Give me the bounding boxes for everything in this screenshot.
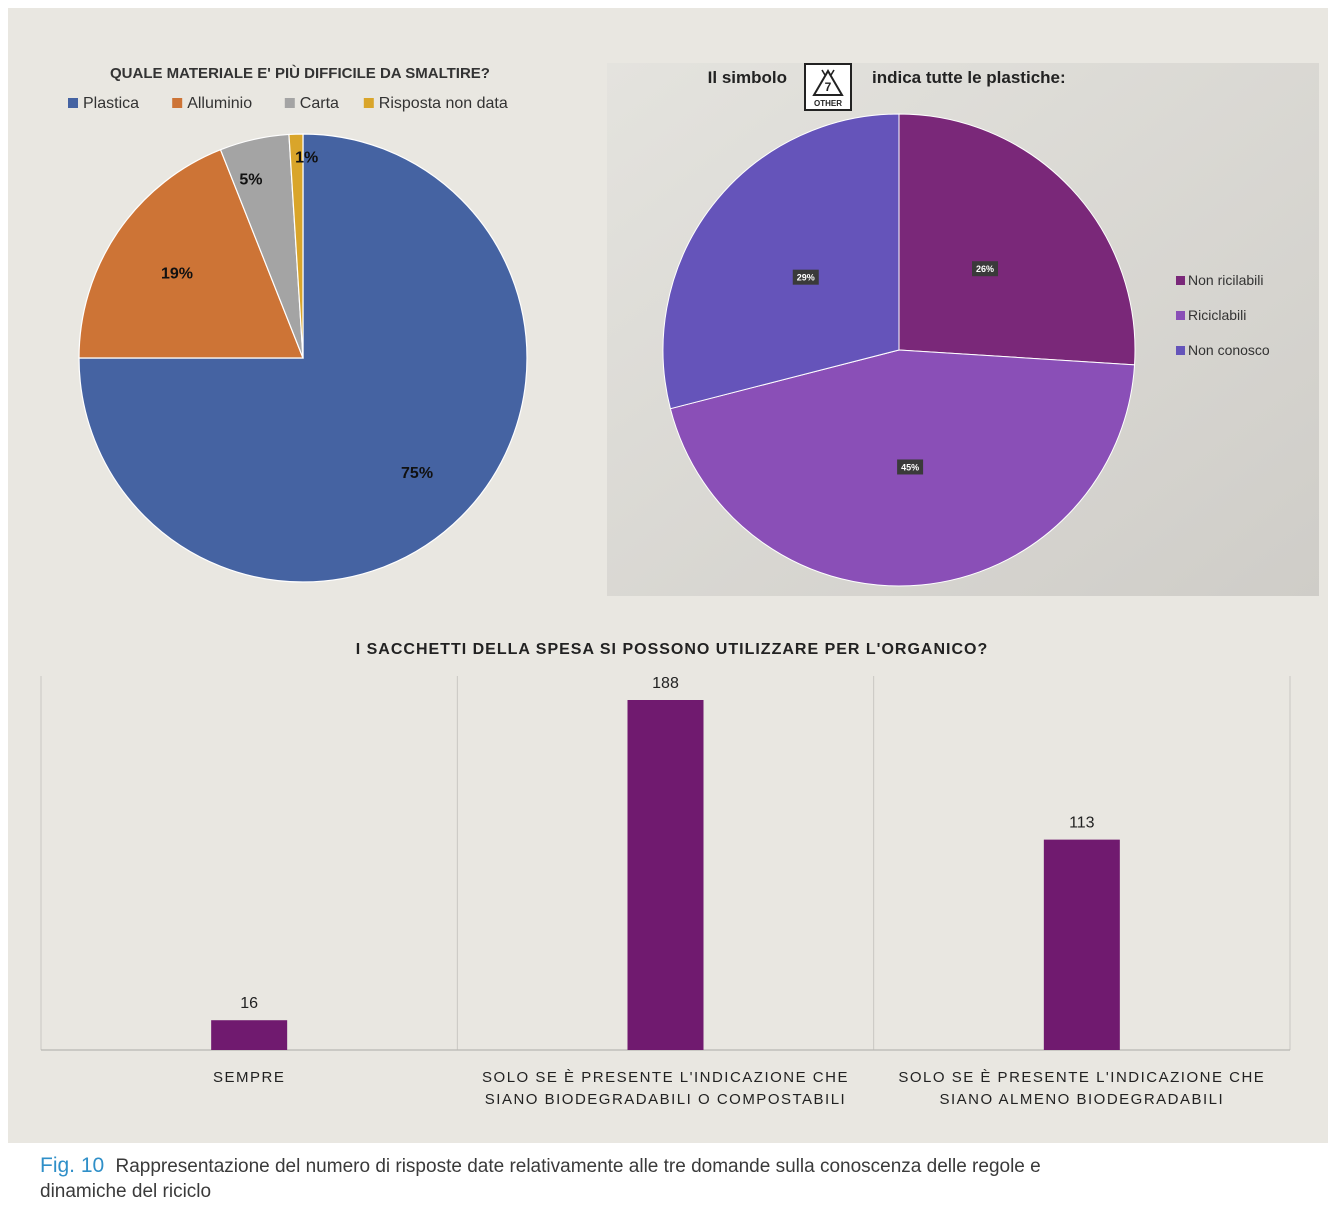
chart1-value-label: 19% <box>161 265 193 282</box>
chart3-category-label: SOLO SE È PRESENTE L'INDICAZIONE CHE <box>482 1069 849 1086</box>
chart2-slice-non-conosco <box>662 113 900 410</box>
chart1-value-label: 5% <box>239 172 262 189</box>
chart2-slice-non-ricilabili <box>898 113 1136 366</box>
chart2-legend-swatch <box>1176 311 1185 320</box>
figure-label: Fig. 10 <box>40 1154 105 1177</box>
chart-symbol-pie: Il simbolo indica tutte le plastiche: 26… <box>607 63 1319 596</box>
chart3-category-label: SOLO SE È PRESENTE L'INDICAZIONE CHE <box>898 1069 1265 1086</box>
chart1-value-labels: 75% 19% 5% 1% <box>161 149 433 482</box>
chart3-category-label: SEMPRE <box>213 1069 285 1086</box>
chart3-value-label: 188 <box>652 675 679 692</box>
recycling-number: 7 <box>825 80 832 94</box>
chart1-slice-risposta-non-data <box>288 133 304 359</box>
chart2-title-after: indica tutte le plastiche: <box>872 68 1066 87</box>
chart1-legend-label: Plastica <box>83 95 139 112</box>
chart2-value-label-bg <box>972 261 999 277</box>
figure-caption: Fig. 10 Rappresentazione del numero di r… <box>40 1153 1100 1204</box>
chart1-slice-alluminio <box>78 148 304 359</box>
chart2-value-labels: 26% 45% 29% <box>792 261 999 475</box>
chart3-value-label: 16 <box>240 995 258 1012</box>
chart3-bar <box>627 700 704 1050</box>
chart3-bar <box>211 1020 288 1050</box>
chart1-value-label: 1% <box>295 149 318 166</box>
chart3-bars <box>211 700 1120 1050</box>
chart1-title: QUALE MATERIALE E' PIÙ DIFFICILE DA SMAL… <box>110 64 490 82</box>
recycling-code: OTHER <box>814 99 842 108</box>
chart2-value-label-bg <box>792 269 819 285</box>
chart2-legend-label: Riciclabili <box>1188 307 1246 323</box>
chart3-title: I SACCHETTI DELLA SPESA SI POSSONO UTILI… <box>356 641 989 658</box>
charts-canvas: QUALE MATERIALE E' PIÙ DIFFICILE DA SMAL… <box>40 63 1319 1108</box>
chart-bags-bar: I SACCHETTI DELLA SPESA SI POSSONO UTILI… <box>40 641 1291 1108</box>
chart2-legend-swatch <box>1176 346 1185 355</box>
chart2-value-label: 29% <box>797 273 815 283</box>
chart3-category-labels: SEMPRE SOLO SE È PRESENTE L'INDICAZIONE C… <box>213 1069 1265 1108</box>
chart3-value-label: 113 <box>1069 815 1095 832</box>
chart1-legend: Plastica Alluminio Carta Risposta non data <box>68 95 508 112</box>
chart2-slices <box>662 113 1136 587</box>
chart2-legend: Non ricilabili Riciclabili Non conosco <box>1176 272 1270 358</box>
chart1-slice-plastica <box>78 133 528 583</box>
chart2-value-label: 26% <box>976 264 994 274</box>
chart1-legend-label: Alluminio <box>187 95 252 112</box>
chart-material-pie: QUALE MATERIALE E' PIÙ DIFFICILE DA SMAL… <box>68 64 528 583</box>
chart2-value-label: 45% <box>901 462 919 472</box>
chart1-legend-swatch <box>172 98 183 108</box>
chart3-category-label: SIANO ALMENO BIODEGRADABILI <box>939 1091 1224 1108</box>
chart1-legend-swatch <box>68 98 78 108</box>
figure-caption-text: Rappresentazione del numero di risposte … <box>40 1156 1041 1202</box>
chart2-legend-swatch <box>1176 276 1185 285</box>
chart1-value-label: 75% <box>401 465 433 482</box>
chart1-legend-label: Carta <box>300 95 339 112</box>
chart2-title-before: Il simbolo <box>708 68 787 87</box>
chart1-legend-swatch <box>284 98 295 108</box>
recycling-7-other-icon: 7 OTHER <box>804 63 852 111</box>
chart3-category-label: SIANO BIODEGRADABILI O COMPOSTABILI <box>485 1091 846 1108</box>
chart2-legend-label: Non conosco <box>1188 342 1270 358</box>
chart1-legend-swatch <box>363 98 374 108</box>
chart2-value-label-bg <box>897 459 924 475</box>
chart1-slices <box>78 133 528 583</box>
chart2-legend-label: Non ricilabili <box>1188 272 1263 288</box>
chart1-legend-label: Risposta non data <box>379 95 508 112</box>
chart3-bar <box>1043 839 1120 1050</box>
chart3-value-labels: 16 188 113 <box>240 675 1094 1012</box>
